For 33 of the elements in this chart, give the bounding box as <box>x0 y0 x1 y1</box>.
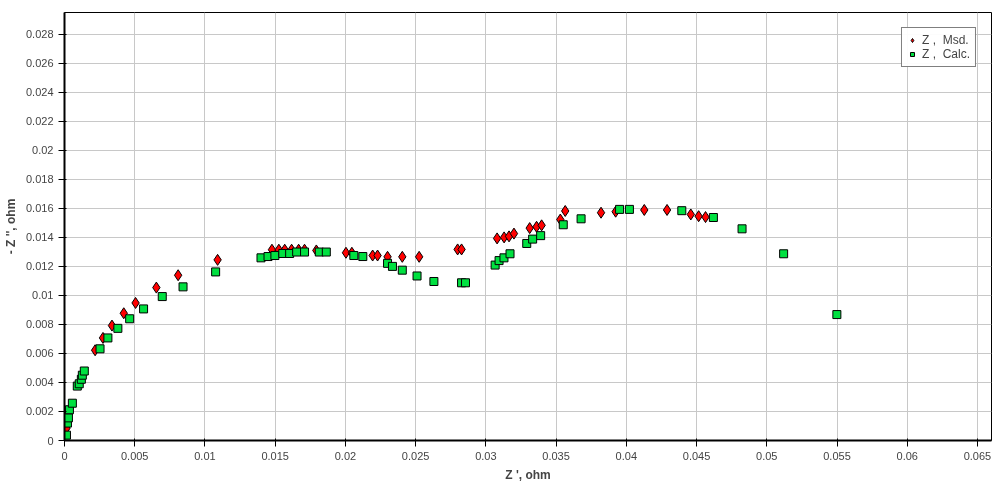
x-tick-label: 0.045 <box>682 449 711 462</box>
y-tick-label: 0.016 <box>25 202 54 215</box>
x-tick-label: 0 <box>61 449 68 462</box>
x-axis-title: Z ', ohm <box>505 467 551 482</box>
y-tick-label: 0.014 <box>25 231 54 244</box>
x-tick-label: 0.03 <box>475 449 497 462</box>
y-tick-label: 0.004 <box>25 376 54 389</box>
y-axis-title: - Z '', ohm <box>3 198 18 255</box>
x-tick-label: 0.025 <box>401 449 430 462</box>
x-tick-label: 0.065 <box>963 449 992 462</box>
y-tick-label: 0.002 <box>25 405 54 418</box>
x-tick-label: 0.04 <box>615 449 638 462</box>
y-tick-label: 0.026 <box>25 57 54 70</box>
y-tick-label: 0.024 <box>25 86 54 99</box>
y-tick-label: 0 <box>47 434 54 447</box>
y-tick-label: 0.006 <box>25 347 54 360</box>
y-tick-label: 0.012 <box>25 260 54 273</box>
y-tick-label: 0.008 <box>25 318 54 331</box>
x-tick-label: 0.015 <box>261 449 289 462</box>
y-tick-label: 0.028 <box>25 28 54 41</box>
y-tick-label: 0.02 <box>32 144 54 157</box>
legend-label: Z , Msd. <box>921 33 969 47</box>
x-tick-label: 0.02 <box>334 449 357 462</box>
legend-label: Z , Calc. <box>921 47 970 61</box>
y-tick-label: 0.018 <box>25 173 54 186</box>
y-tick-label: 0.01 <box>32 289 54 302</box>
x-tick-label: 0.05 <box>756 449 778 462</box>
x-tick-label: 0.035 <box>542 449 570 462</box>
x-tick-label: 0.055 <box>823 449 851 462</box>
x-tick-label: 0.005 <box>120 449 149 462</box>
x-tick-label: 0.06 <box>896 449 918 462</box>
x-tick-label: 0.01 <box>194 449 216 462</box>
y-tick-label: 0.022 <box>25 115 54 128</box>
